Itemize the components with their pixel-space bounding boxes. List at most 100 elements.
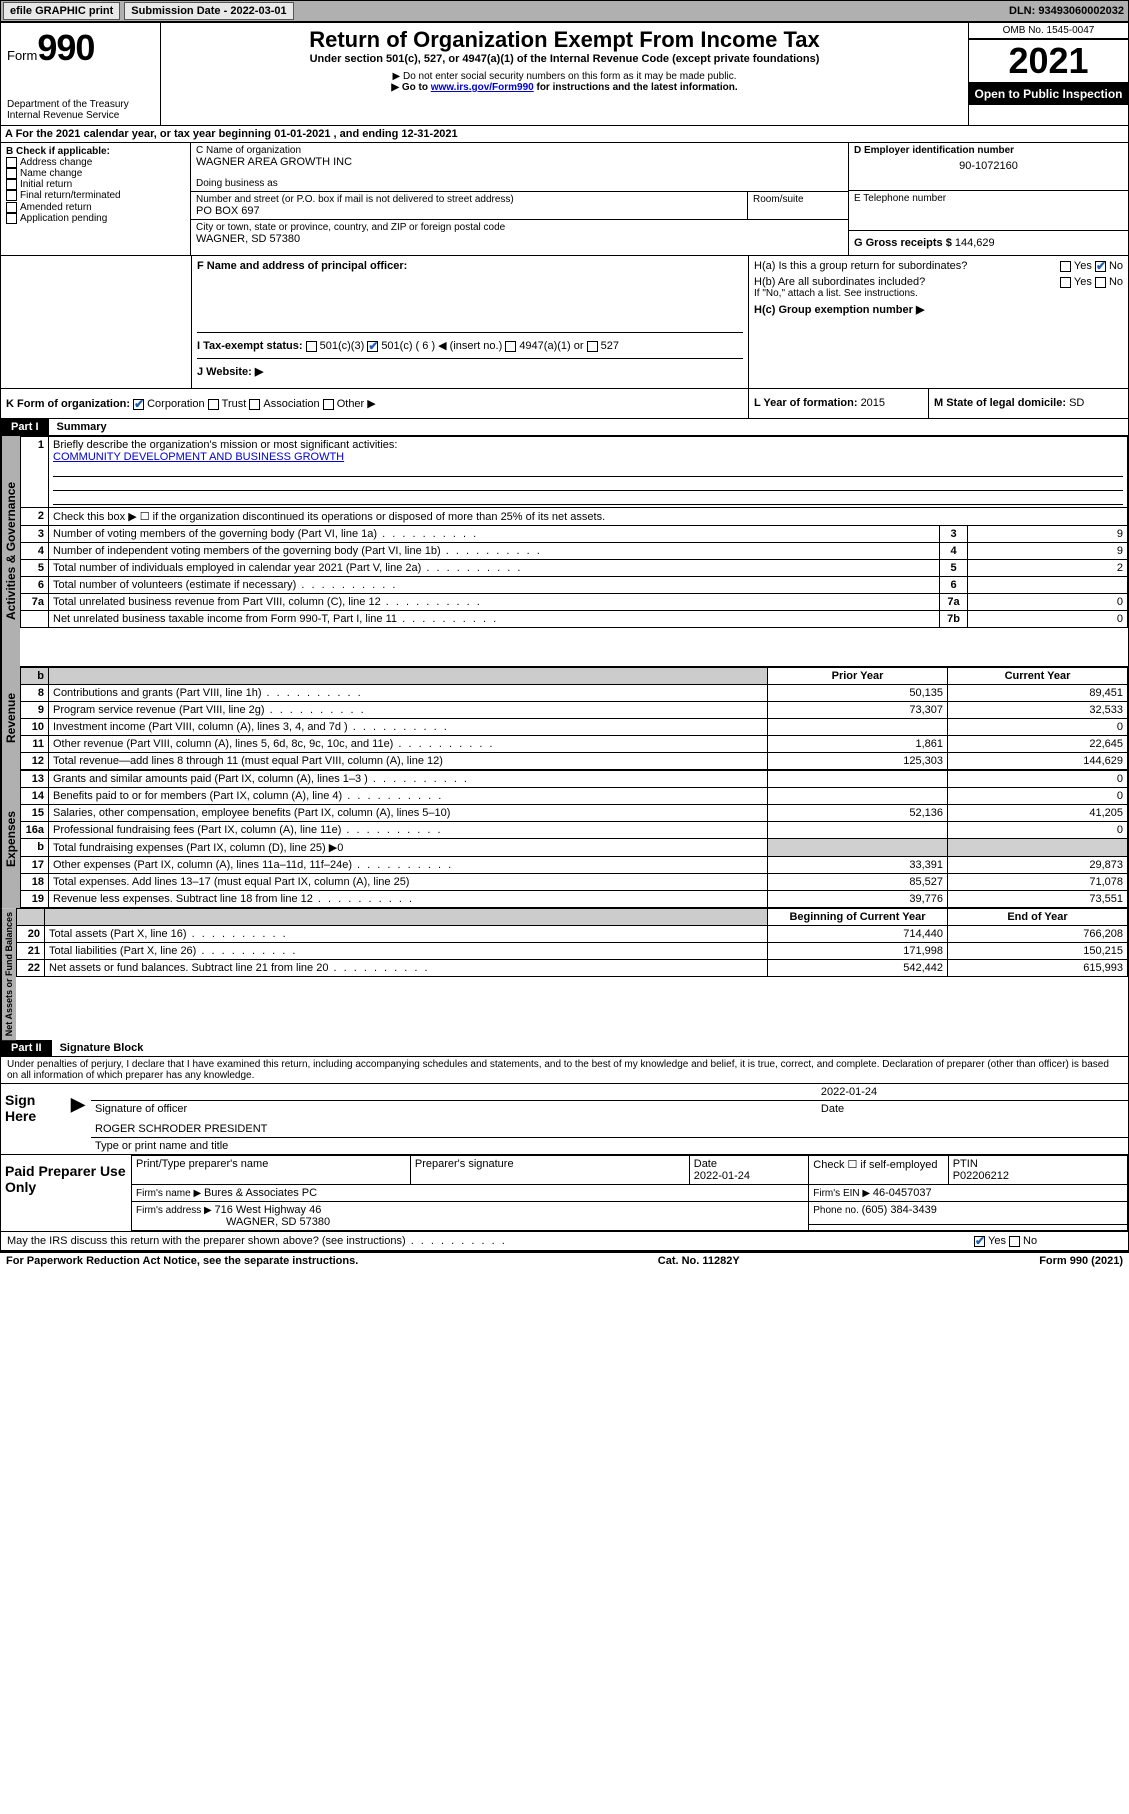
h-b: H(b) Are all subordinates included? Yes … — [754, 276, 1123, 288]
part-1-num: Part I — [1, 419, 49, 435]
section-bcdefg: B Check if applicable: Address change Na… — [1, 143, 1128, 255]
chk-527[interactable] — [587, 341, 598, 352]
chk-assoc[interactable] — [249, 399, 260, 410]
table-row: 12Total revenue—add lines 8 through 11 (… — [21, 753, 1128, 770]
k-assoc: Association — [263, 398, 319, 410]
org-city: WAGNER, SD 57380 — [196, 233, 843, 245]
perjury-declaration: Under penalties of perjury, I declare th… — [1, 1057, 1128, 1084]
chk-name-change[interactable]: Name change — [6, 168, 185, 179]
efile-print-btn[interactable]: efile GRAPHIC print — [3, 2, 120, 20]
l-label: L Year of formation: — [754, 397, 861, 409]
f-label: F Name and address of principal officer: — [197, 260, 407, 272]
table-row: Net unrelated business taxable income fr… — [21, 611, 1128, 628]
k-corp: Corporation — [147, 398, 204, 410]
tax-year-begin: 01-01-2021 — [274, 128, 330, 140]
vtab-activities: Activities & Governance — [1, 436, 20, 666]
ha-yes[interactable] — [1060, 261, 1071, 272]
cat-no: Cat. No. 11282Y — [658, 1255, 740, 1267]
chk-4947[interactable] — [505, 341, 516, 352]
hb-yes[interactable] — [1060, 277, 1071, 288]
firm-ein: 46-0457037 — [873, 1187, 932, 1199]
line-a-mid: , and ending — [334, 128, 402, 140]
line-a: A For the 2021 calendar year, or tax yea… — [1, 126, 1128, 143]
table-row: 20Total assets (Part X, line 16)714,4407… — [17, 926, 1128, 943]
chk-amended[interactable]: Amended return — [6, 202, 185, 213]
hb-text: H(b) Are all subordinates included? — [754, 276, 925, 288]
gross-receipts-label: G Gross receipts $ — [854, 237, 955, 249]
line-j: J Website: ▶ — [197, 358, 743, 384]
section-fh: F Name and address of principal officer:… — [1, 255, 1128, 389]
vtab-expenses: Expenses — [1, 770, 20, 908]
col-eoy: End of Year — [948, 909, 1128, 926]
year-box: OMB No. 1545-0047 2021 Open to Public In… — [968, 23, 1128, 125]
table-row: 16aProfessional fundraising fees (Part I… — [21, 822, 1128, 839]
expenses-table: 13Grants and similar amounts paid (Part … — [20, 770, 1128, 908]
firm-phone: (605) 384-3439 — [862, 1204, 937, 1216]
irs-label: Internal Revenue Service — [7, 110, 154, 121]
hb-no[interactable] — [1095, 277, 1106, 288]
chk-label: Application pending — [20, 213, 107, 224]
officer-sig-table: 2022-01-24 Signature of officerDate ROGE… — [91, 1084, 1128, 1154]
ein-value: 90-1072160 — [854, 156, 1123, 172]
form-header: Form990 Department of the Treasury Inter… — [1, 23, 1128, 126]
summary-section: Activities & Governance 1 Briefly descri… — [1, 436, 1128, 666]
section-f: F Name and address of principal officer:… — [191, 256, 748, 388]
table-row: 17Other expenses (Part IX, column (A), l… — [21, 857, 1128, 874]
omb-number: OMB No. 1545-0047 — [969, 23, 1128, 39]
chk-501c3[interactable] — [306, 341, 317, 352]
chk-trust[interactable] — [208, 399, 219, 410]
chk-501c[interactable] — [367, 341, 378, 352]
h-a: H(a) Is this a group return for subordin… — [754, 260, 1123, 272]
city-label: City or town, state or province, country… — [196, 222, 843, 233]
firm-ein-label: Firm's EIN ▶ — [813, 1188, 873, 1199]
officer-name: ROGER SCHRODER PRESIDENT — [91, 1117, 1128, 1138]
efile-topbar: efile GRAPHIC print Submission Date - 20… — [0, 0, 1129, 22]
part-2-title: Signature Block — [52, 1040, 152, 1056]
chk-address-change[interactable]: Address change — [6, 157, 185, 168]
addr-label: Number and street (or P.O. box if mail i… — [196, 194, 742, 205]
org-address: PO BOX 697 — [196, 205, 742, 217]
q2-text: Check this box ▶ ☐ if the organization d… — [49, 508, 1128, 526]
chk-app-pending[interactable]: Application pending — [6, 213, 185, 224]
i-501c: 501(c) ( 6 ) ◀ (insert no.) — [381, 340, 502, 352]
chk-label: Initial return — [20, 179, 72, 190]
sign-here-label: Sign Here — [1, 1084, 71, 1154]
chk-corp[interactable] — [133, 399, 144, 410]
form-title-box: Return of Organization Exempt From Incom… — [161, 23, 968, 125]
submission-date-btn: Submission Date - 2022-03-01 — [124, 2, 293, 20]
i-501c3: 501(c)(3) — [320, 340, 365, 352]
subdate-value: 2022-03-01 — [230, 5, 286, 17]
no-lbl: No — [1023, 1235, 1037, 1247]
chk-final-return[interactable]: Final return/terminated — [6, 190, 185, 201]
table-row: 6Total number of volunteers (estimate if… — [21, 577, 1128, 594]
firm-addr1: 716 West Highway 46 — [215, 1204, 322, 1216]
q1-label: Briefly describe the organization's miss… — [53, 439, 397, 451]
hc-text: H(c) Group exemption number ▶ — [754, 304, 924, 316]
k-other: Other ▶ — [337, 398, 376, 410]
paperwork-notice: For Paperwork Reduction Act Notice, see … — [6, 1255, 358, 1267]
chk-initial-return[interactable]: Initial return — [6, 179, 185, 190]
section-deg: D Employer identification number 90-1072… — [848, 143, 1128, 255]
arrow-icon: ▶ — [71, 1084, 91, 1154]
paid-preparer-label: Paid Preparer Use Only — [1, 1155, 131, 1231]
irs-link[interactable]: www.irs.gov/Form990 — [431, 82, 534, 93]
mission-text[interactable]: COMMUNITY DEVELOPMENT AND BUSINESS GROWT… — [53, 451, 344, 463]
paid-preparer-block: Paid Preparer Use Only Print/Type prepar… — [1, 1155, 1128, 1232]
tax-year-end: 12-31-2021 — [401, 128, 457, 140]
line-m: M State of legal domicile: SD — [928, 389, 1128, 418]
dba-label: Doing business as — [196, 178, 843, 189]
h-c: H(c) Group exemption number ▶ — [754, 303, 1123, 316]
pp-name-label: Print/Type preparer's name — [132, 1156, 411, 1185]
discuss-no[interactable] — [1009, 1236, 1020, 1247]
sign-here-block: Sign Here ▶ 2022-01-24 Signature of offi… — [1, 1084, 1128, 1155]
sig-date: 2022-01-24 — [817, 1084, 1128, 1101]
netassets-table: Beginning of Current Year End of Year 20… — [16, 908, 1128, 977]
line-k: K Form of organization: Corporation Trus… — [1, 389, 748, 418]
ha-no[interactable] — [1095, 261, 1106, 272]
col-current-year: Current Year — [948, 667, 1128, 685]
discuss-yes[interactable] — [974, 1236, 985, 1247]
table-row: 13Grants and similar amounts paid (Part … — [21, 771, 1128, 788]
preparer-table: Print/Type preparer's name Preparer's si… — [131, 1155, 1128, 1231]
revenue-table: b Prior Year Current Year 8Contributions… — [20, 666, 1128, 770]
chk-other[interactable] — [323, 399, 334, 410]
